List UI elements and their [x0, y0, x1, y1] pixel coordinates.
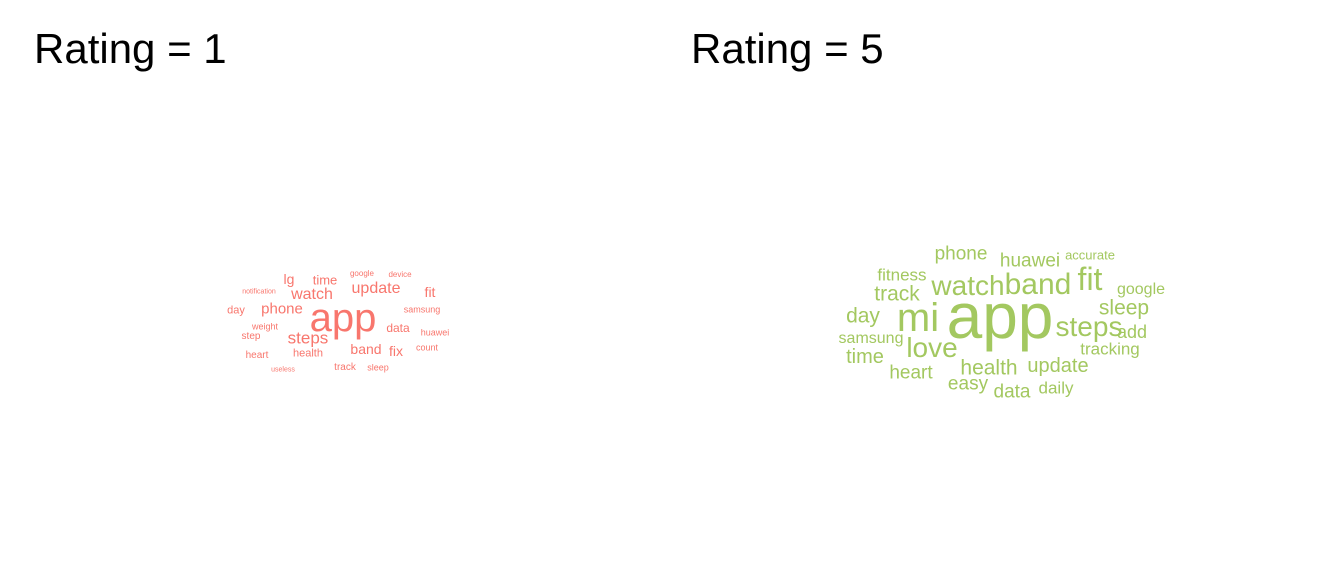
word-add: add — [1116, 322, 1148, 342]
word-lg: lg — [283, 271, 295, 287]
word-band: band — [350, 341, 382, 357]
word-samsung: samsung — [403, 304, 441, 315]
wordcloud-panel-rating-5: Rating = 5 app mi fit band watch steps love sle… — [672, 0, 1344, 576]
word-useless: useless — [271, 366, 295, 374]
word-update: update — [351, 280, 401, 297]
word-fix: fix — [389, 343, 403, 359]
word-app: app — [309, 296, 377, 340]
word-easy: easy — [947, 373, 989, 395]
word-phone: phone — [261, 300, 303, 318]
word-health: health — [960, 356, 1018, 380]
word-health: health — [293, 347, 323, 360]
word-accurate: accurate — [1065, 247, 1115, 263]
word-app: app — [946, 280, 1054, 352]
word-band: band — [1004, 268, 1072, 301]
word-phone: phone — [934, 243, 988, 265]
word-fit: fit — [424, 284, 436, 300]
panel-title: Rating = 5 — [691, 25, 884, 72]
word-watch: watch — [291, 286, 333, 303]
word-data: data — [993, 381, 1031, 403]
word-day: day — [846, 304, 880, 328]
word-heart: heart — [889, 362, 933, 384]
word-google: google — [1116, 281, 1166, 298]
word-steps: steps — [287, 328, 329, 348]
word-steps: steps — [1055, 311, 1123, 342]
word-time: time — [846, 346, 884, 368]
word-huawei: huawei — [999, 250, 1061, 272]
word-device: device — [388, 270, 412, 279]
word-day: day — [227, 304, 245, 317]
word-huawei: huawei — [420, 327, 450, 338]
word-heart: heart — [245, 350, 269, 361]
word-sleep: sleep — [367, 362, 389, 373]
wordcloud-rating-5: app mi fit band watch steps love sleep track day h… — [672, 0, 1344, 576]
wordcloud-rating-1: app steps update watch phone fix band fit lg time… — [227, 269, 450, 374]
wordcloud-panel-rating-1: Rating = 1 app steps update watch phone fix ba… — [34, 25, 450, 374]
word-love: love — [906, 332, 958, 363]
word-weight: weight — [251, 321, 279, 332]
word-daily: daily — [1038, 378, 1074, 398]
word-watch: watch — [931, 270, 1005, 301]
word-track: track — [334, 362, 356, 373]
word-fitness: fitness — [877, 265, 927, 285]
word-google: google — [349, 269, 375, 278]
word-samsung: samsung — [838, 330, 904, 347]
word-mi: mi — [896, 296, 940, 340]
word-sleep: sleep — [1098, 296, 1150, 320]
word-track: track — [874, 282, 920, 306]
panel-title: Rating = 1 — [34, 25, 227, 72]
word-fit: fit — [1077, 261, 1103, 297]
word-step: step — [241, 331, 261, 342]
word-update: update — [1027, 355, 1089, 377]
word-time: time — [312, 272, 338, 288]
word-tracking: tracking — [1080, 339, 1140, 359]
word-count: count — [415, 342, 439, 353]
word-notification: notification — [242, 288, 276, 296]
word-data: data — [386, 321, 410, 335]
